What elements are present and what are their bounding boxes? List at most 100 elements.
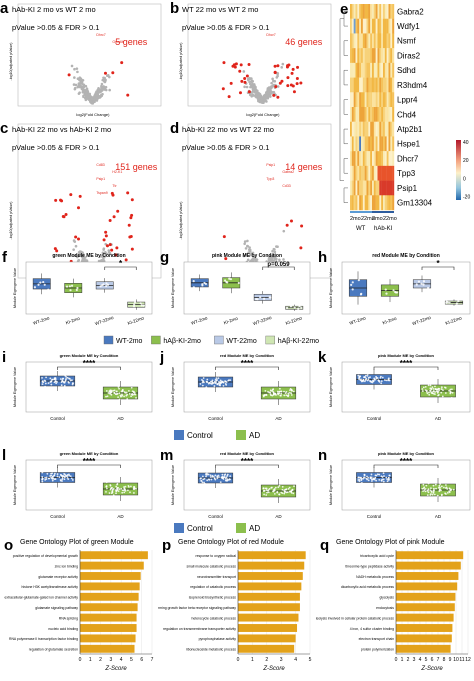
data-point [44,385,46,388]
data-point [444,487,447,489]
data-point [214,382,217,385]
heatmap-cell [373,136,376,152]
data-point [351,281,354,284]
chart-title: Gene Ontology Plot of pink Module [336,539,445,546]
heatmap-cell [366,62,369,78]
gene-label: Psip1 [96,177,105,181]
heatmap-cell [359,92,362,108]
column-label: 2mo [350,216,361,222]
heatmap-cell [359,48,362,64]
data-point [106,395,109,398]
heatmap-cell [368,165,371,181]
go-term-label: response to oxygen radical [195,554,236,558]
heatmap-cell [377,77,380,93]
data-point [242,70,246,73]
data-point [99,88,102,92]
data-point [125,394,128,397]
heatmap-cell [390,62,393,78]
significant-gene-point [54,198,58,202]
data-point [263,493,265,496]
heatmap-cell [381,48,384,64]
plot-frame [187,3,332,107]
heatmap-cell [377,121,380,137]
data-point [421,390,424,392]
data-point [281,62,285,66]
significant-gene-point [286,84,290,88]
colorbar-tick: 40 [463,140,469,146]
x-tick-label: Control [367,514,382,519]
group-bar-wt [350,211,372,213]
data-point [82,89,86,93]
data-point [104,253,107,257]
data-point [360,476,362,479]
data-point [224,473,227,476]
panel-label: b [170,0,179,17]
gene-label: Cd33 [282,184,290,188]
data-point [206,378,209,381]
significant-gene-point [110,248,114,252]
heatmap-cell [384,33,387,49]
significant-gene-point [295,77,299,81]
heatmap-cell [386,4,389,19]
data-point [264,389,267,392]
data-point [435,390,438,393]
heatmap-cell [379,107,382,122]
dendrogram-branch [343,40,348,56]
data-point [363,474,366,476]
significant-gene-point [126,191,130,195]
heatmap-cell [388,18,391,34]
heatmap-cell [388,136,391,152]
data-point [276,491,279,494]
data-point [373,478,376,481]
data-point [220,476,223,479]
heatmap-cell [361,121,364,137]
data-point [95,90,98,94]
data-point [47,382,50,385]
data-point [73,254,77,257]
data-point [202,377,205,379]
heatmap-cell [370,48,373,64]
data-point [139,302,142,305]
data-point [133,301,137,304]
data-point [276,390,279,393]
heatmap-cell [368,121,371,137]
data-point [246,239,249,243]
panel-label: f [2,249,8,266]
heatmap-cell [359,107,362,122]
heatmap-cell [379,151,382,167]
data-point [448,389,451,392]
significant-gene-point [130,213,134,217]
data-point [360,478,363,481]
data-point [381,376,384,379]
column-label: 22mo [361,216,375,222]
heatmap-cell [361,77,364,93]
data-point [434,387,437,390]
heatmap-cell [392,180,395,196]
heatmap-cell [366,4,369,19]
data-point [97,259,101,263]
data-point [47,288,50,291]
heatmap-cell [355,151,358,167]
data-point [60,474,63,477]
data-point [101,251,105,255]
data-point [78,76,82,80]
heatmap-cell [353,165,356,181]
significant-gene-point [120,61,124,65]
heatmap-cell [366,77,369,93]
significant-gene-point [272,93,276,97]
significant-gene-point [278,81,282,85]
heatmap-cell [381,4,384,19]
heatmap-cell [361,33,364,49]
group-label-wt: WT [356,226,366,232]
data-point [105,395,107,398]
heatmap-cell [364,121,367,137]
heatmap-cell [357,4,360,19]
data-point [56,473,59,475]
data-point [211,380,214,383]
data-point [41,380,44,383]
heatmap-cell [375,33,378,49]
data-point [278,258,281,262]
heatmap-cell [379,180,382,196]
plot-title: hAb-KI 22 mo vs hAb-KI 2 mo [12,125,111,134]
module-g: g pink Module ME by Condition Module Eigen… [158,248,314,332]
